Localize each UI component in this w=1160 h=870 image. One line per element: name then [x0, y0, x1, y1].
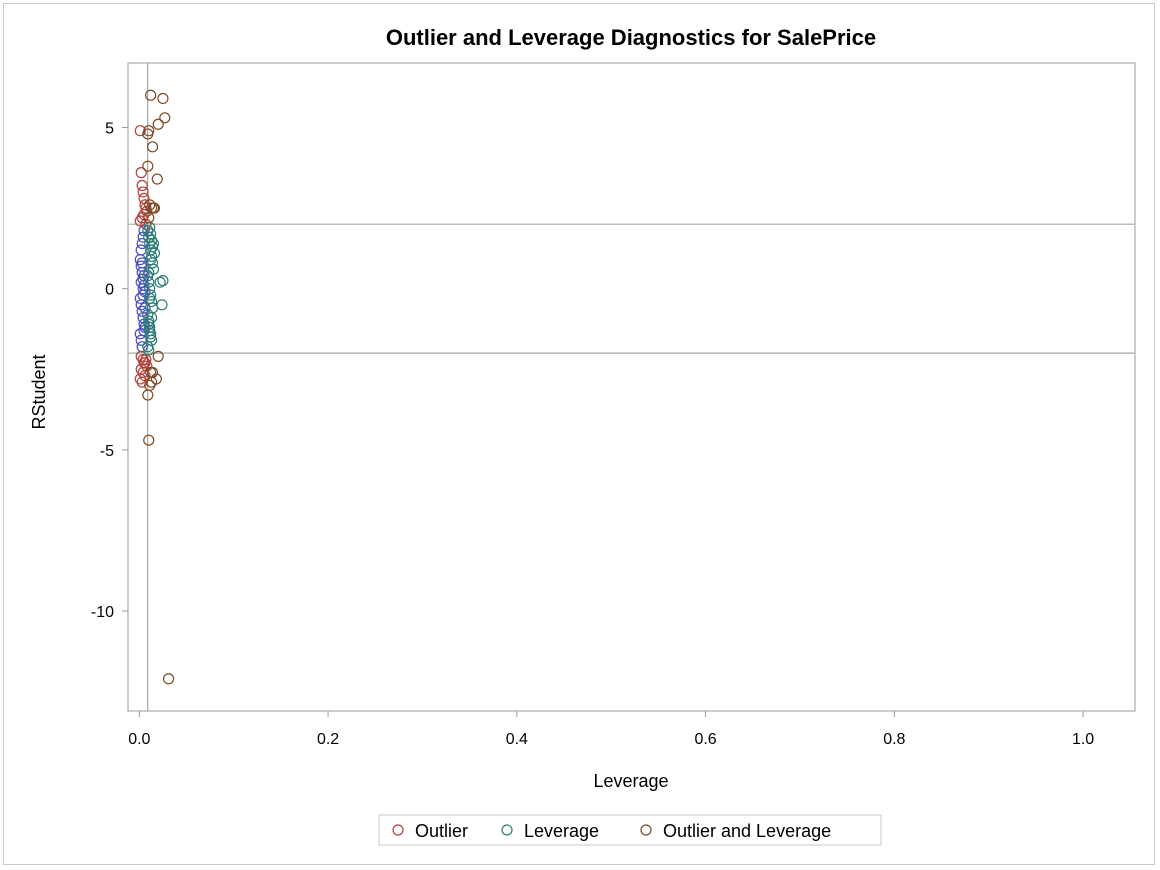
point-outlier-and-leverage [142, 128, 154, 140]
legend-box [378, 814, 882, 846]
point-normal [139, 302, 151, 314]
legend-marker-outlier-and-leverage [640, 824, 652, 836]
x-tick-label: 0.4 [506, 731, 528, 748]
point-normal [136, 305, 148, 317]
plot-area [127, 62, 1136, 712]
point-outlier-and-leverage [151, 173, 163, 185]
point-outlier-and-leverage [142, 160, 154, 172]
x-tick-label: 0.2 [317, 731, 339, 748]
y-axis-label: RStudent [29, 354, 49, 429]
point-outlier-and-leverage [157, 92, 169, 105]
chart-title: Outlier and Leverage Diagnostics for Sal… [386, 25, 876, 50]
point-outlier [136, 179, 148, 192]
point-leverage [143, 318, 155, 330]
legend-label-leverage: Leverage [524, 821, 599, 841]
scatter-points [134, 89, 175, 685]
y-axis-ticks: 5 0 -5 -10 [91, 120, 128, 621]
point-outlier-and-leverage [152, 350, 164, 362]
x-axis-label: Leverage [593, 771, 668, 791]
point-outlier-and-leverage [148, 202, 161, 214]
point-leverage [145, 312, 158, 324]
legend-label-outlier-and-leverage: Outlier and Leverage [663, 821, 831, 841]
y-tick-label: -10 [91, 604, 114, 621]
point-outlier [135, 167, 147, 179]
point-normal [137, 283, 149, 295]
point-normal [137, 289, 149, 301]
y-tick-label: 5 [105, 120, 114, 137]
legend-label-outlier: Outlier [415, 821, 468, 841]
point-leverage [143, 344, 155, 356]
x-tick-label: 0.6 [694, 731, 716, 748]
point-outlier-and-leverage [145, 89, 157, 101]
point-leverage [144, 324, 156, 337]
point-normal [135, 276, 147, 288]
point-leverage [156, 299, 168, 311]
point-outlier-and-leverage [146, 141, 159, 153]
point-leverage [157, 275, 169, 287]
point-outlier-and-leverage [152, 118, 164, 130]
point-leverage [148, 247, 161, 259]
point-outlier-and-leverage [159, 112, 171, 124]
point-outlier-and-leverage [162, 673, 175, 685]
point-outlier-and-leverage [142, 389, 154, 401]
y-tick-label: 0 [105, 282, 114, 299]
point-leverage [145, 254, 157, 266]
point-leverage [144, 292, 156, 304]
point-outlier-and-leverage [143, 212, 155, 224]
x-axis-ticks: 0.0 0.2 0.4 0.6 0.8 1.0 [128, 711, 1094, 748]
point-leverage [143, 266, 155, 279]
legend-marker-leverage [501, 824, 513, 836]
point-leverage [145, 331, 157, 343]
point-outlier [137, 186, 149, 198]
legend-marker-outlier [392, 824, 404, 836]
x-tick-label: 0.8 [883, 731, 905, 748]
point-outlier [134, 125, 146, 137]
point-outlier-and-leverage [145, 376, 158, 388]
chart-frame [3, 3, 1155, 865]
point-outlier-and-leverage [143, 434, 155, 446]
point-outlier [140, 218, 152, 230]
y-tick-label: -5 [100, 443, 114, 460]
legend: Outlier Leverage Outlier and Leverage [378, 814, 882, 846]
reference-lines [128, 63, 1135, 711]
x-tick-label: 0.0 [128, 731, 150, 748]
x-tick-label: 1.0 [1072, 731, 1094, 748]
